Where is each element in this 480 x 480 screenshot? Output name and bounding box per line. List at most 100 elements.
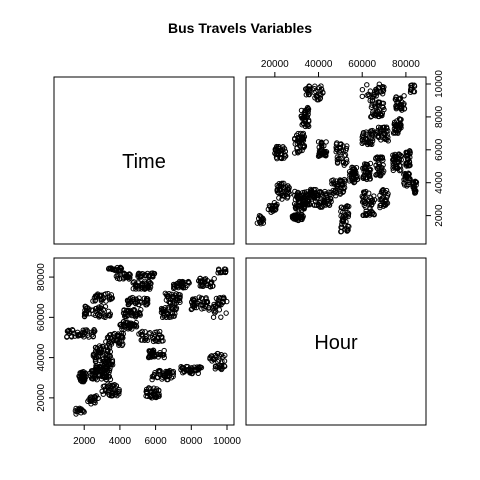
- scatter-point: [281, 193, 288, 199]
- tick-label-left-time: 20000: [36, 384, 47, 412]
- scatter-point: [146, 354, 152, 360]
- scatter-point: [171, 285, 177, 292]
- scatter-point: [259, 217, 265, 223]
- points-lower-panel: [64, 264, 230, 417]
- scatter-point: [384, 194, 390, 201]
- scatter-point: [170, 294, 177, 301]
- scatter-point: [106, 352, 112, 358]
- scatter-point: [330, 177, 336, 183]
- scatter-point: [376, 99, 382, 105]
- scatter-point: [374, 102, 381, 108]
- scatter-point: [107, 311, 114, 317]
- scatter-point: [385, 138, 391, 144]
- scatter-point: [379, 104, 385, 110]
- scatter-point: [341, 162, 347, 168]
- scatter-point: [81, 330, 87, 336]
- scatter-point: [377, 173, 384, 179]
- points-upper-panel: [254, 81, 420, 235]
- scatter-point: [176, 291, 182, 298]
- scatter-point: [365, 169, 372, 175]
- scatter-point: [139, 328, 145, 335]
- scatter-point: [344, 227, 351, 233]
- scatter-point: [379, 165, 385, 171]
- scatter-point: [199, 296, 205, 302]
- scatter-point: [380, 130, 387, 137]
- scatter-point: [101, 346, 107, 352]
- scatter-point: [295, 136, 301, 142]
- tick-label-right-hour: 8000: [434, 105, 445, 128]
- scatter-point: [346, 176, 352, 182]
- scatter-point: [369, 209, 376, 216]
- scatter-point: [260, 220, 267, 226]
- scatter-point: [102, 383, 108, 389]
- scatter-point: [368, 197, 375, 204]
- scatter-point: [376, 81, 383, 87]
- scatter-point: [169, 306, 176, 312]
- scatter-point: [402, 176, 408, 182]
- scatter-point: [277, 182, 283, 188]
- scatter-point: [298, 207, 305, 213]
- chart-title: Bus Travels Variables: [168, 20, 312, 36]
- scatter-point: [379, 100, 385, 107]
- scatter-point: [343, 218, 349, 225]
- scatter-point: [173, 300, 180, 306]
- scatter-point: [65, 328, 72, 334]
- scatter-point: [373, 162, 379, 169]
- scatter-point: [333, 144, 339, 151]
- tick-label-bottom-hour: 2000: [73, 436, 96, 447]
- scatter-point: [362, 194, 369, 201]
- scatter-point: [164, 373, 170, 380]
- scatter-point: [86, 311, 92, 317]
- scatter-point: [95, 395, 101, 401]
- scatter-point: [115, 331, 121, 337]
- scatter-point: [222, 352, 228, 359]
- scatter-point: [412, 179, 419, 186]
- scatter-point: [201, 305, 207, 311]
- scatter-point: [77, 407, 84, 414]
- scatter-point: [114, 338, 120, 344]
- tick-label-right-hour: 6000: [434, 138, 445, 161]
- axes: 20000 40000 60000 80000 20000 40000 60000 80000…: [36, 59, 445, 447]
- tick-label-bottom-hour: 8000: [180, 436, 203, 447]
- scatter-point: [333, 189, 339, 196]
- scatter-point: [341, 184, 348, 191]
- scatter-point: [103, 339, 109, 345]
- scatter-point: [300, 115, 306, 121]
- scatter-point: [74, 329, 81, 336]
- scatter-point: [109, 392, 115, 399]
- scatter-point: [411, 186, 417, 193]
- scatter-point: [276, 195, 282, 201]
- scatter-point: [161, 372, 167, 379]
- scatter-point: [407, 154, 413, 161]
- scatter-point: [296, 139, 302, 145]
- scatter-point: [149, 376, 155, 383]
- scatter-point: [210, 314, 217, 320]
- scatter-point: [128, 308, 134, 315]
- scatter-point: [146, 348, 152, 354]
- scatter-point: [147, 330, 153, 336]
- tick-label-left-time: 80000: [36, 263, 47, 291]
- scatter-point: [152, 337, 159, 344]
- scatter-point: [348, 175, 355, 182]
- scatter-point: [375, 128, 381, 134]
- scatter-point: [100, 391, 107, 397]
- tick-label-bottom-hour: 6000: [144, 436, 167, 447]
- scatter-point: [203, 296, 209, 302]
- scatter-point: [179, 365, 186, 372]
- scatter-point: [102, 386, 108, 392]
- scatter-point: [314, 97, 320, 103]
- scatter-point: [121, 326, 127, 333]
- scatter-point: [344, 143, 350, 149]
- scatter-point: [144, 284, 151, 291]
- scatter-point: [285, 183, 291, 189]
- scatter-point: [394, 126, 400, 133]
- scatter-point: [214, 358, 221, 365]
- scatter-point: [93, 354, 99, 361]
- scatter-point: [207, 283, 213, 289]
- scatter-point: [144, 270, 151, 277]
- scatter-point: [213, 303, 219, 310]
- scatter-point: [147, 280, 153, 286]
- scatter-point: [153, 394, 159, 401]
- scatter-point: [363, 208, 369, 214]
